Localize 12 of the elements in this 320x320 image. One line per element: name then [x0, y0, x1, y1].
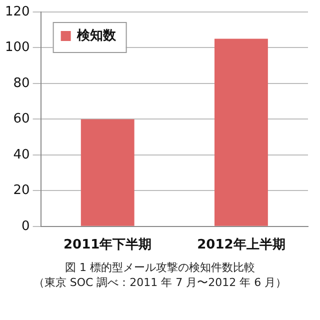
text: （東京 SOC 調べ：2011 年 7 月〜2012 年 6 月）	[32, 275, 288, 290]
y-tick-label: 0	[22, 218, 30, 234]
x-tick-label: 2011年下半期	[64, 238, 152, 253]
y-tick-label: 120	[4, 4, 30, 20]
y-tick-label: 20	[13, 183, 30, 198]
text: 図 1 標的型メール攻撃の検知件数比較	[64, 260, 256, 275]
y-tick-label: 60	[13, 112, 30, 127]
x-tick-label: 2012年上半期	[197, 238, 286, 253]
legend-label: 検知数	[76, 28, 117, 44]
y-tick-label: 40	[13, 147, 30, 162]
y-tick-label: 80	[13, 76, 30, 91]
y-tick-label: 100	[4, 40, 30, 56]
